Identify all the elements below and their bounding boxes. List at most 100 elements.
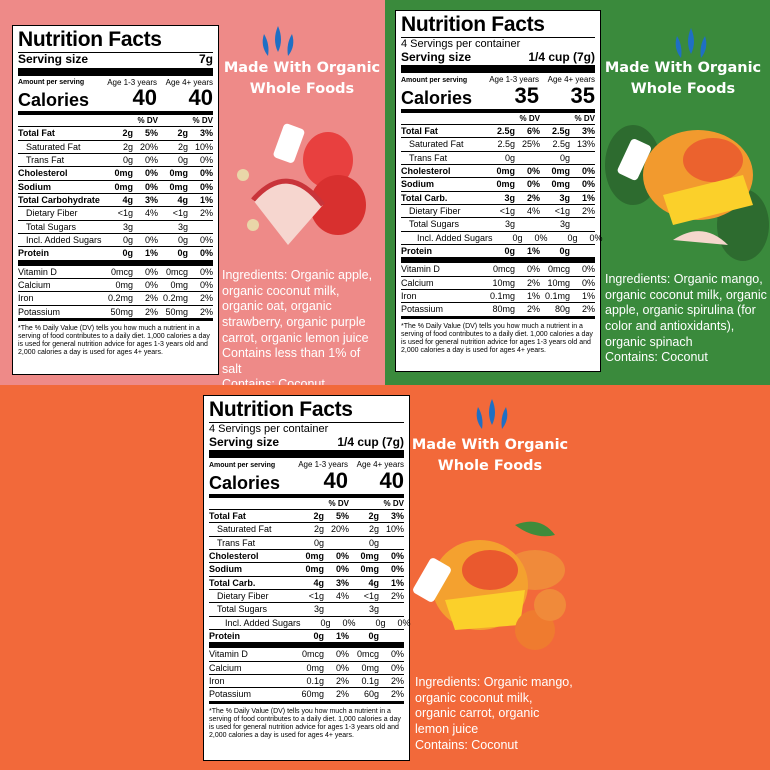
nutrient-adult-amount: 0mg [551, 179, 570, 190]
tagline: Made With Organic Whole Foods [223, 60, 381, 98]
nutrient-adult-amount: 2g [368, 510, 379, 521]
spacer [570, 246, 595, 256]
nutrient-kid-dv: 0% [534, 232, 548, 243]
allergens: Contains: Coconut [222, 377, 325, 385]
ingredients-block: Ingredients: Organic mango, organic coco… [415, 675, 575, 753]
nutrient-kid-dv: 25% [521, 139, 540, 150]
nutrient-kid-amount: 0.2mg [107, 293, 133, 304]
nutrient-adult-dv: 2% [390, 590, 404, 601]
nutrient-adult-amount: 0g [177, 234, 188, 245]
nutrient-name: Potassium [401, 304, 444, 315]
nutrient-kid-amount: 0g [504, 152, 515, 163]
nutrient-name: Cholesterol [401, 165, 451, 176]
nutrient-kid-amount: 3g [122, 221, 133, 232]
nutrient-kid-dv: 6% [526, 125, 540, 136]
nutrient-adult-amount: 0.2mg [162, 293, 188, 304]
nutrient-kid-dv: 0% [526, 165, 540, 176]
nutrient-kid-dv: 0% [526, 179, 540, 190]
nutrient-name: Total Carb. [401, 192, 448, 203]
nutrient-adult-amount: 0g [559, 245, 570, 256]
nutrient-kid-dv: 0% [144, 168, 158, 179]
spacer [324, 538, 349, 548]
nutrient-adult-dv: 0% [390, 662, 404, 673]
calories-label: Calories [401, 87, 473, 108]
calories-value: 40 [379, 467, 404, 493]
nutrient-name: Calcium [401, 277, 434, 288]
nutrient-kid-amount: 2.5g [497, 139, 515, 150]
nutrient-name: Sodium [18, 181, 51, 192]
nutrient-row: Trans Fat 0g 0% 0g 0% [18, 152, 213, 166]
nutrient-row: Saturated Fat 2g 20% 2g 10% [209, 522, 404, 535]
nutrient-adult-amount: <1g [363, 590, 379, 601]
nutrient-kid-amount: 4g [122, 194, 133, 205]
spacer [570, 153, 595, 163]
nutrient-row: Protein 0g 1% 0g 0% [18, 246, 213, 265]
spacer [515, 153, 540, 163]
nutrient-name: Vitamin D [209, 649, 248, 660]
nutrient-name: Incl. Added Sugars [26, 234, 102, 245]
nutrient-kid-amount: 50mg [110, 306, 133, 317]
nutrient-name: Trans Fat [217, 537, 256, 548]
footnote: *The % Daily Value (DV) tells you how mu… [401, 322, 593, 354]
nutrient-kid-dv: 1% [144, 248, 158, 259]
nutrient-adult-amount: 3g [368, 604, 379, 615]
nutrient-adult-amount: 50mg [165, 306, 188, 317]
calories-block: Amount per serving Calories Age 1-3 years 4… [18, 76, 213, 116]
nutrient-kid-dv: 0% [342, 617, 356, 628]
dv-header: % DV [137, 116, 158, 126]
nutrient-row: Iron 0.2mg 2% 0.2mg 2% [18, 291, 213, 304]
allergens: Contains: Coconut [415, 737, 518, 752]
drops-icon [476, 399, 508, 429]
nutrient-name: Total Carbohydrate [18, 194, 100, 205]
nutrient-row: Total Fat 2g 5% 2g 3% [18, 126, 213, 139]
nutrient-name: Potassium [18, 306, 61, 317]
nutrient-kid-dv: 5% [335, 510, 349, 521]
nutrient-adult-dv: 0% [199, 181, 213, 192]
nutrient-kid-dv: 2% [144, 293, 158, 304]
age-header: Age 4+ years [356, 460, 404, 470]
nutrient-name: Total Fat [18, 128, 55, 139]
nutrient-name: Saturated Fat [26, 141, 81, 152]
calories-block: Amount per serving Calories Age 1-3 years 3… [401, 73, 595, 113]
spacer [188, 222, 213, 232]
nutrient-row: Vitamin D 0mcg 0% 0mcg 0% [401, 262, 595, 275]
nutrient-kid-amount: 0mg [114, 181, 133, 192]
nutrient-adult-dv: 0% [581, 277, 595, 288]
nutrient-row: Calcium 10mg 2% 10mg 0% [401, 275, 595, 289]
nutrient-row: Trans Fat 0g 0g [209, 535, 404, 549]
ingredients: Ingredients: Organic mango, organic coco… [605, 272, 767, 349]
nutrient-name: Protein [18, 248, 50, 259]
nutrient-adult-amount: 4g [177, 194, 188, 205]
nutrient-name: Calcium [209, 662, 242, 673]
nutrient-kid-dv: 2% [526, 304, 540, 315]
amount-per-serving: Amount per serving [209, 461, 276, 469]
nutrient-adult-amount: 0mg [169, 181, 188, 192]
nutrient-adult-amount: 0g [177, 248, 188, 259]
nutrient-adult-amount: 3g [559, 192, 570, 203]
serving-size-row: Serving size 1/4 cup (7g) [401, 50, 595, 74]
nutrient-kid-dv: 4% [335, 590, 349, 601]
nutrient-adult-dv: 0% [390, 649, 404, 660]
nutrient-name: Trans Fat [26, 154, 65, 165]
nutrient-name: Saturated Fat [217, 524, 272, 535]
calories-label: Calories [209, 472, 281, 493]
dv-header-row: % DV % DV [209, 498, 404, 509]
nutrient-kid-dv: 0% [335, 550, 349, 561]
footnote: *The % Daily Value (DV) tells you how mu… [209, 707, 401, 739]
serving-size-value: 1/4 cup (7g) [337, 434, 404, 449]
nutrient-name: Dietary Fiber [26, 208, 78, 219]
nutrient-kid-dv: 20% [330, 524, 349, 535]
tagline: Made With Organic Whole Foods [604, 60, 762, 98]
nutrient-kid-dv: 0% [335, 649, 349, 660]
nutrient-row: Total Sugars 3g 3g [18, 219, 213, 233]
nutrient-name: Total Fat [401, 125, 438, 136]
nutrient-kid-amount: 0mg [114, 168, 133, 179]
nutrient-kid-amount: 2g [122, 141, 133, 152]
calories-value: 40 [188, 85, 213, 111]
nutrient-row: Total Sugars 3g 3g [401, 217, 595, 230]
spacer [18, 116, 103, 125]
nutrient-adult-amount: 0mcg [547, 264, 570, 275]
nutrient-name: Dietary Fiber [409, 205, 461, 216]
nutrient-name: Total Carb. [209, 577, 256, 588]
nutrient-adult-dv: 0% [199, 280, 213, 290]
